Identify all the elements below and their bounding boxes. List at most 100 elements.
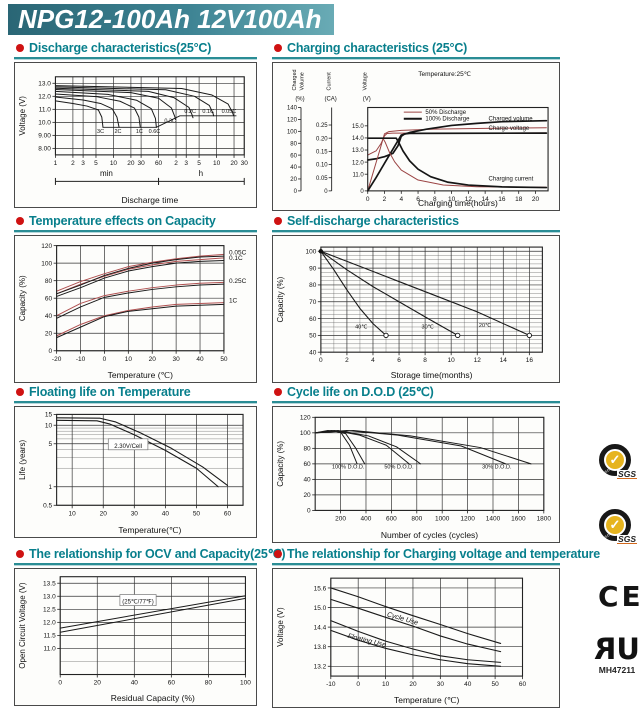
section-discharge: Discharge characteristics(25°C) 1 2 3 5 10 20… xyxy=(14,40,257,208)
svg-text:1600: 1600 xyxy=(511,515,526,522)
svg-text:40: 40 xyxy=(464,681,472,688)
svg-text:Charged: Charged xyxy=(292,69,298,90)
svg-text:1: 1 xyxy=(54,160,58,167)
svg-text:6: 6 xyxy=(397,357,401,364)
svg-text:8: 8 xyxy=(433,196,437,203)
section-header: The relationship for Charging voltage an… xyxy=(272,546,600,561)
svg-text:60: 60 xyxy=(155,160,163,167)
svg-text:Voltage (V): Voltage (V) xyxy=(276,607,285,647)
svg-text:0.20: 0.20 xyxy=(316,136,328,142)
svg-text:40: 40 xyxy=(131,680,139,687)
svg-text:40℃: 40℃ xyxy=(355,325,368,331)
ul-file-number: MH47211 xyxy=(598,665,636,675)
ul-recognized-badge: RU MH47211 xyxy=(593,632,640,675)
svg-text:100: 100 xyxy=(306,249,317,256)
svg-text:20: 20 xyxy=(409,681,417,688)
svg-text:8.00: 8.00 xyxy=(38,146,51,153)
svg-text:Charging time(hours): Charging time(hours) xyxy=(418,198,498,208)
svg-text:0: 0 xyxy=(294,189,298,195)
svg-text:14: 14 xyxy=(482,196,490,203)
svg-text:0: 0 xyxy=(103,356,107,363)
discharge-characteristics-chart: 1 2 3 5 10 20 30 60 2 3 5 10 20 308.009.0010.011.012.… xyxy=(18,76,248,205)
svg-text:100: 100 xyxy=(240,680,251,687)
svg-text:60: 60 xyxy=(168,680,176,687)
svg-text:h: h xyxy=(199,169,203,178)
svg-text:2: 2 xyxy=(174,160,178,167)
svg-text:0.25C: 0.25C xyxy=(229,278,247,285)
svg-text:(CA): (CA) xyxy=(324,97,336,103)
svg-text:16: 16 xyxy=(526,357,534,364)
svg-text:100: 100 xyxy=(287,130,298,136)
chart-panel: -10 0 10 20 30 40 50 60 13.2 13.8 14.4 15.0 15.6 Cycl… xyxy=(272,568,560,708)
sgs-ring-icon xyxy=(599,509,631,541)
svg-text:30: 30 xyxy=(137,160,145,167)
svg-text:15.0: 15.0 xyxy=(352,124,364,130)
svg-text:14.4: 14.4 xyxy=(314,624,327,631)
svg-text:120: 120 xyxy=(287,118,298,124)
svg-text:0.5: 0.5 xyxy=(43,503,52,510)
svg-text:Number of cycles (cycles): Number of cycles (cycles) xyxy=(381,530,478,540)
svg-text:Charge voltage: Charge voltage xyxy=(489,126,530,132)
chart-panel: 0 2 4 6 8 10 12 14 16 40 50 60 70 80 90 100 40℃ 30℃ 20℃ Sto… xyxy=(272,235,560,383)
svg-text:Temperature:25℃: Temperature:25℃ xyxy=(418,71,472,78)
svg-text:Storage time(months): Storage time(months) xyxy=(391,370,473,380)
svg-text:140: 140 xyxy=(287,106,298,112)
svg-text:20: 20 xyxy=(94,680,102,687)
svg-text:20: 20 xyxy=(127,160,135,167)
svg-text:1800: 1800 xyxy=(537,515,552,522)
header-rule xyxy=(272,401,560,403)
svg-text:11.0: 11.0 xyxy=(352,172,364,178)
svg-text:6: 6 xyxy=(416,196,420,203)
chart-panel: 1 2 3 5 10 20 30 60 2 3 5 10 20 30 8.00 9.00 10.0 11.0 12.… xyxy=(14,62,257,208)
cycle-life-chart: 200 400 600 800 1000 1200 1400 1600 1800 0 20 40 60 8… xyxy=(276,415,552,540)
charging-characteristics-chart: 0 2 4 6 8 10 12 14 16 18 20 140 120 100 80 60 40 20 0 Charg… xyxy=(287,69,549,208)
svg-text:5: 5 xyxy=(197,160,201,167)
svg-text:0: 0 xyxy=(58,680,62,687)
svg-text:12.0: 12.0 xyxy=(352,160,364,166)
svg-text:4: 4 xyxy=(371,357,375,364)
bullet-icon xyxy=(16,43,24,52)
svg-text:12: 12 xyxy=(465,196,473,203)
svg-text:2.30V/Cell: 2.30V/Cell xyxy=(114,444,142,450)
svg-text:2: 2 xyxy=(71,160,75,167)
chart-panel: -20 -10 0 10 20 30 40 50 0 20 40 60 80 100 120 0.05C 0.1… xyxy=(14,235,257,383)
sgs-certification-badge: ISO 9001:2000 ✓ SGS xyxy=(597,443,637,481)
svg-text:40: 40 xyxy=(196,356,204,363)
section-self-discharge: Self-discharge characteristics 0 2 4 6 8 10 12… xyxy=(272,213,560,383)
svg-text:2: 2 xyxy=(383,196,387,203)
svg-text:90: 90 xyxy=(309,265,317,272)
svg-text:20: 20 xyxy=(149,356,157,363)
header-rule xyxy=(14,57,257,59)
temperature-capacity-chart: -20 -10 0 10 20 30 40 50 0 20 40 60 80 100 120 0.05C0.1… xyxy=(18,243,247,380)
svg-text:50: 50 xyxy=(193,510,201,517)
section-header: Charging characteristics (25°C) xyxy=(272,40,560,55)
svg-text:10: 10 xyxy=(213,160,221,167)
section-title: Floating life on Temperature xyxy=(29,384,191,399)
svg-text:Life (years): Life (years) xyxy=(18,440,27,480)
section-header: Discharge characteristics(25°C) xyxy=(14,40,257,55)
svg-text:0: 0 xyxy=(366,196,370,203)
ul-letters-icon: RU xyxy=(597,632,640,666)
svg-text:Discharge time: Discharge time xyxy=(121,195,178,205)
svg-text:0.05C: 0.05C xyxy=(222,109,237,115)
svg-text:16: 16 xyxy=(498,196,506,203)
section-header: Temperature effects on Capacity xyxy=(14,213,257,228)
chart-panel: 10 20 30 40 50 60 15 10 5 1 0.5 2.30V/Cell Temperatu… xyxy=(14,406,257,538)
svg-text:80: 80 xyxy=(303,446,311,453)
section-title: Self-discharge characteristics xyxy=(287,213,459,228)
svg-text:50% Discharge: 50% Discharge xyxy=(425,110,466,116)
section-title: The relationship for OCV and Capacity(25… xyxy=(29,547,286,561)
svg-text:20℃: 20℃ xyxy=(479,323,492,329)
svg-text:10: 10 xyxy=(448,357,456,364)
svg-text:1: 1 xyxy=(49,484,53,491)
svg-text:11.0: 11.0 xyxy=(39,107,52,114)
svg-text:70: 70 xyxy=(309,299,317,306)
svg-text:10: 10 xyxy=(448,196,456,203)
section-header: Self-discharge characteristics xyxy=(272,213,560,228)
svg-text:60: 60 xyxy=(519,681,527,688)
svg-text:50: 50 xyxy=(309,333,317,340)
svg-text:10: 10 xyxy=(110,160,118,167)
svg-text:min: min xyxy=(100,169,113,178)
svg-text:Open Circuit Voltage (V): Open Circuit Voltage (V) xyxy=(18,582,27,669)
